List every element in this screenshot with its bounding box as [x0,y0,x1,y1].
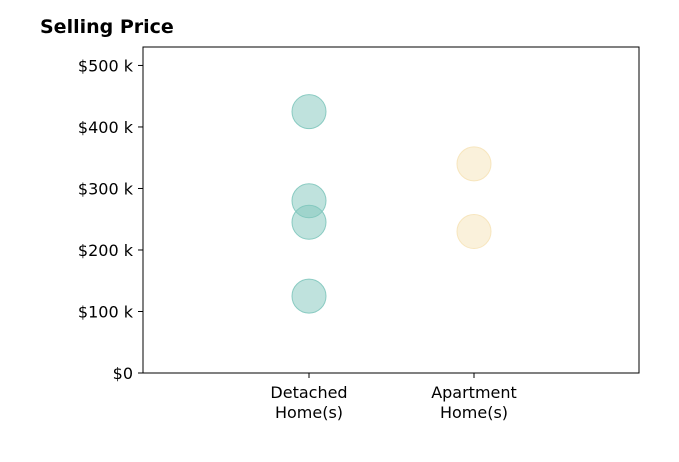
y-tick-label: $500 k [78,56,134,75]
x-tick-label-line2: Home(s) [275,403,343,422]
y-tick-label: $100 k [78,302,134,321]
points-layer [291,94,492,314]
y-tick-label: $200 k [78,241,134,260]
y-axis: $0 $100 k $200 k $300 k $400 k $500 k [78,56,143,383]
y-tick-label: $400 k [78,118,134,137]
x-tick-label-line1: Apartment [431,383,517,402]
plot-frame [142,46,640,374]
x-tick-label-line1: Detached [270,383,347,402]
data-point [456,214,492,250]
data-point [291,204,327,240]
y-tick-label: $0 [113,364,133,383]
x-tick-label-line2: Home(s) [440,403,508,422]
data-point [291,278,327,314]
chart-title: Selling Price [40,16,174,38]
data-point [456,146,492,182]
y-tick-label: $300 k [78,179,134,198]
data-point [291,94,327,130]
